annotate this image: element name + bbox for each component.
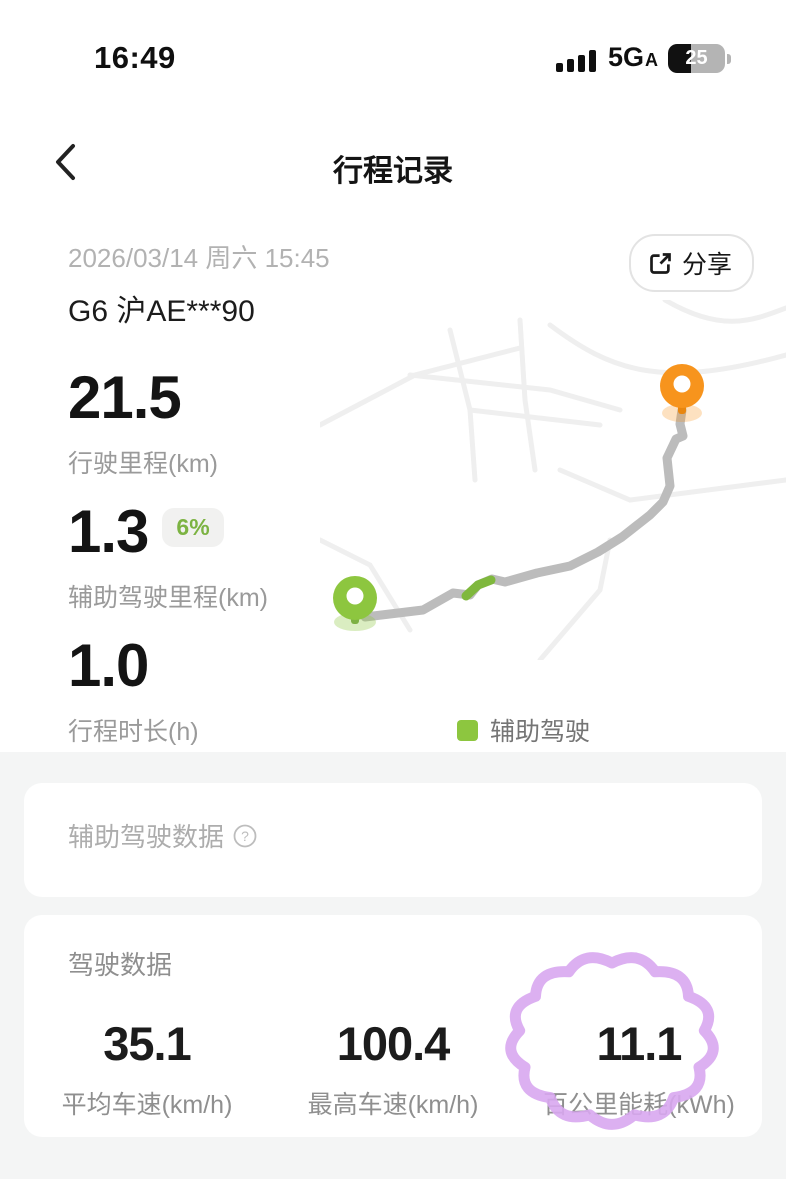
signal-strength-icon <box>556 50 596 72</box>
stat-assist-distance: 1.3 6% 辅助驾驶里程(km) <box>68 502 268 614</box>
assist-legend-swatch <box>457 719 478 741</box>
avg-speed-value: 35.1 <box>103 1017 191 1070</box>
share-icon <box>650 252 671 274</box>
page-title: 行程记录 <box>333 155 453 188</box>
assist-percent-badge: 6% <box>162 508 224 547</box>
max-speed-label: 最高车速(km/h) <box>307 1091 479 1119</box>
route-assist-segment <box>461 575 496 601</box>
assist-distance-label: 辅助驾驶里程(km) <box>68 584 268 612</box>
stat-duration: 1.0 行程时长(h) <box>68 636 199 748</box>
duration-value: 1.0 <box>68 632 149 699</box>
status-time: 16:49 <box>94 40 176 75</box>
energy-value: 11.1 <box>596 1017 683 1070</box>
vehicle-plate: G6 沪AE***90 <box>68 295 255 328</box>
battery-nub <box>727 54 731 64</box>
stat-avg-speed: 35.1 平均车速(km/h) <box>24 1016 270 1121</box>
stat-distance: 21.5 行驶里程(km) <box>68 368 218 480</box>
assist-legend-label: 辅助驾驶 <box>490 718 591 746</box>
map-roads <box>317 297 786 663</box>
back-button[interactable] <box>46 138 90 186</box>
battery-percent: 25 <box>685 47 708 69</box>
assist-data-card[interactable]: 辅助驾驶数据 ? <box>24 783 762 897</box>
avg-speed-label: 平均车速(km/h) <box>61 1091 233 1119</box>
svg-text:?: ? <box>241 828 249 844</box>
route-map[interactable] <box>317 297 786 663</box>
trip-datetime: 2026/03/14 周六 15:45 <box>68 243 330 273</box>
distance-value: 21.5 <box>68 364 182 431</box>
assist-distance-value: 1.3 <box>68 498 149 565</box>
stat-energy: 11.1 百公里能耗(kWh) <box>516 1016 762 1121</box>
help-icon[interactable]: ? <box>232 823 258 849</box>
network-type-label: 5G A <box>608 42 659 72</box>
driving-data-card: 驾驶数据 35.1 平均车速(km/h) 100.4 最高车速(km/h) 11… <box>24 915 762 1137</box>
route-line <box>360 405 688 622</box>
distance-label: 行驶里程(km) <box>68 450 218 478</box>
battery-icon: 25 <box>668 44 725 73</box>
share-label: 分享 <box>681 251 732 279</box>
start-pin-icon <box>333 576 377 631</box>
duration-label: 行程时长(h) <box>68 718 199 746</box>
energy-label: 百公里能耗(kWh) <box>543 1091 735 1119</box>
map-legend: 辅助驾驶 <box>457 712 590 748</box>
share-button[interactable]: 分享 <box>628 234 754 292</box>
assist-data-title: 辅助驾驶数据 <box>68 822 225 852</box>
stat-max-speed: 100.4 最高车速(km/h) <box>270 1016 516 1121</box>
end-pin-icon <box>660 364 704 422</box>
max-speed-value: 100.4 <box>336 1017 451 1070</box>
driving-data-title: 驾驶数据 <box>68 950 173 980</box>
